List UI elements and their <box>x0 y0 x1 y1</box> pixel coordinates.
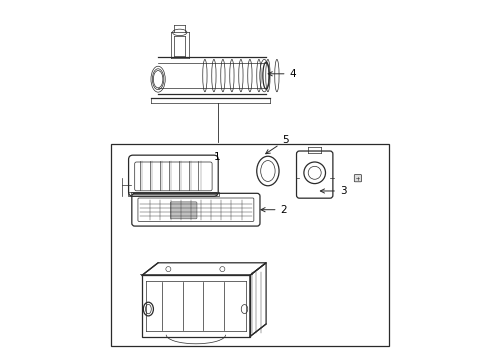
FancyBboxPatch shape <box>170 202 197 219</box>
Text: 4: 4 <box>267 69 296 79</box>
Text: 5: 5 <box>265 135 288 154</box>
Text: 1: 1 <box>214 152 221 162</box>
FancyBboxPatch shape <box>354 175 361 182</box>
Bar <box>111 144 387 346</box>
Text: 3: 3 <box>320 186 346 196</box>
Text: 2: 2 <box>261 205 286 215</box>
